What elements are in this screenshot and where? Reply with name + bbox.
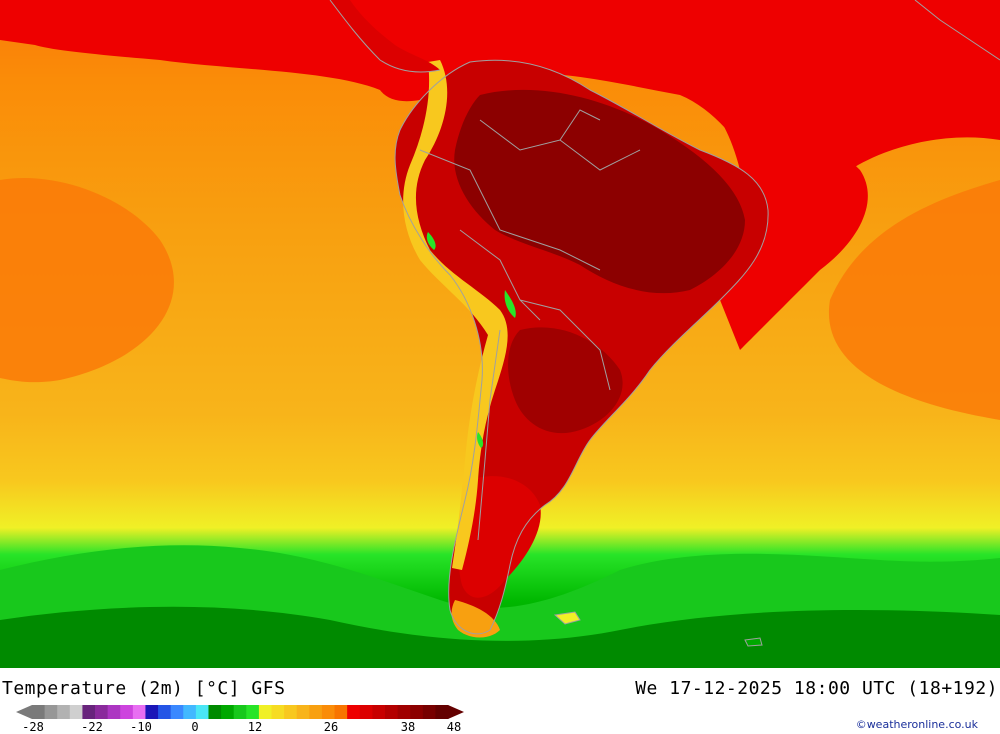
legend-swatch [107,705,121,719]
legend-swatch [195,705,209,719]
legend-tick-label: 0 [191,720,199,734]
legend-tick-label: -28 [22,720,44,734]
legend-swatch [258,705,273,719]
warm-ocean-patch-east [828,180,1000,420]
legend-swatch [397,705,411,719]
southern-deep-cold [0,606,1000,668]
legend-swatch [95,705,109,719]
temperature-map [0,0,1000,668]
map-footer: Temperature (2m) [°C] GFS We 17-12-2025 … [0,668,1000,734]
legend-swatch [384,705,399,719]
legend-swatch [309,705,323,719]
legend-swatch [296,705,310,719]
legend-swatch [32,705,46,719]
amazon-very-hot [454,89,745,294]
legend-swatch [82,705,96,719]
andes-cold-patch-2 [426,232,436,250]
legend-swatch [233,705,247,719]
legend-swatch [410,705,424,719]
legend-tick-label: 12 [247,720,263,734]
legend-swatch [208,705,222,719]
legend-tick-label: 38 [400,720,416,734]
legend-swatch [334,705,348,719]
tierra-del-fuego [451,600,500,638]
south-georgia [744,637,763,647]
legend-swatch [183,705,197,719]
andes-cold-patch-3 [477,432,484,448]
legend-tick-label: 48 [446,720,462,734]
legend-arrow-right [448,705,464,719]
legend-swatch [347,705,361,719]
legend-swatch [422,705,436,719]
legend-swatch [145,705,159,719]
falkland-islands [553,611,581,625]
legend-swatch [132,705,146,719]
andes-cold-patch [504,290,516,318]
legend-swatch [284,705,298,719]
legend-swatch [170,705,184,719]
central-america-land [330,0,440,72]
legend-swatch [120,705,134,719]
legend-swatch [321,705,336,719]
legend-swatch [44,705,58,719]
legend-swatch [69,705,83,719]
legend-tick-label: 26 [323,720,339,734]
legend-swatch [246,705,260,719]
map-timestamp: We 17-12-2025 18:00 UTC (18+192) [635,678,998,699]
color-legend [16,705,464,719]
legend-swatch [158,705,172,719]
legend-swatch [435,705,449,719]
legend-tick-label: -22 [81,720,103,734]
patagonia-hot [458,476,541,598]
legend-swatch [221,705,235,719]
north-hot-band [0,0,1000,230]
legend-swatch [271,705,285,719]
legend-swatch [372,705,386,719]
map-title: Temperature (2m) [°C] GFS [2,678,286,699]
legend-swatch [57,705,71,719]
legend-tick-label: -10 [130,720,152,734]
country-borders [329,0,1000,635]
warm-ocean-patch-west [0,178,174,383]
atlantic-hot-zone [700,90,868,350]
chaco-very-hot [508,327,623,434]
legend-swatch [359,705,373,719]
credit-link[interactable]: ©weatheronline.co.uk [855,718,978,731]
legend-arrow-left [16,705,32,719]
